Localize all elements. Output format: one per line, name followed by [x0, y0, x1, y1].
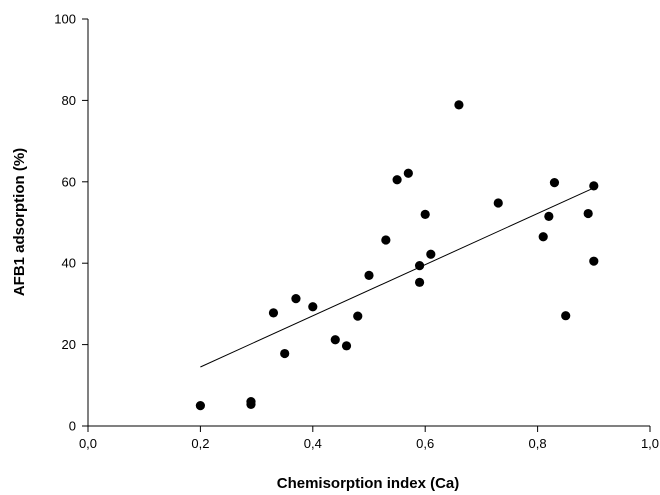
- data-point: [330, 335, 340, 345]
- data-point: [426, 249, 436, 259]
- data-point: [454, 100, 464, 110]
- trendline: [200, 187, 595, 368]
- y-tick-label: 100: [54, 12, 76, 27]
- data-point: [544, 211, 554, 221]
- data-point: [381, 235, 391, 245]
- x-tick-label: 0,0: [79, 436, 97, 451]
- data-point: [493, 198, 503, 208]
- data-point: [308, 302, 318, 312]
- data-point: [353, 311, 363, 321]
- x-axis-ticks: 0,0 0,2 0,4 0,6 0,8 1,0: [79, 426, 659, 451]
- data-point: [291, 294, 301, 304]
- data-point: [280, 348, 290, 359]
- data-point: [561, 311, 571, 321]
- y-tick-label: 60: [62, 174, 76, 189]
- y-tick-label: 80: [62, 93, 76, 108]
- data-point: [364, 270, 374, 281]
- data-point: [414, 277, 425, 287]
- data-point: [589, 181, 599, 191]
- data-point: [538, 232, 548, 242]
- x-tick-label: 0,8: [529, 436, 547, 451]
- x-axis-title: Chemisorption index (Ca): [277, 475, 460, 492]
- data-point: [341, 341, 352, 351]
- y-tick-label: 0: [69, 419, 76, 434]
- data-point: [268, 308, 279, 318]
- y-tick-label: 40: [62, 256, 76, 271]
- data-point: [420, 209, 430, 219]
- data-point: [195, 401, 205, 411]
- y-axis-ticks: 0 20 40 60 80 100: [54, 12, 88, 434]
- x-tick-label: 0,2: [191, 436, 209, 451]
- data-point: [583, 208, 593, 219]
- data-point: [589, 256, 599, 266]
- data-points: [195, 100, 599, 411]
- data-point: [246, 399, 256, 410]
- x-tick-label: 0,6: [416, 436, 434, 451]
- y-tick-label: 20: [62, 337, 76, 352]
- data-point: [392, 175, 402, 185]
- data-point: [549, 178, 560, 188]
- x-tick-label: 1,0: [641, 436, 659, 451]
- data-point: [403, 168, 413, 178]
- x-tick-label: 0,4: [304, 436, 322, 451]
- data-point: [414, 261, 425, 271]
- y-axis-title: AFB1 adsorption (%): [11, 148, 28, 296]
